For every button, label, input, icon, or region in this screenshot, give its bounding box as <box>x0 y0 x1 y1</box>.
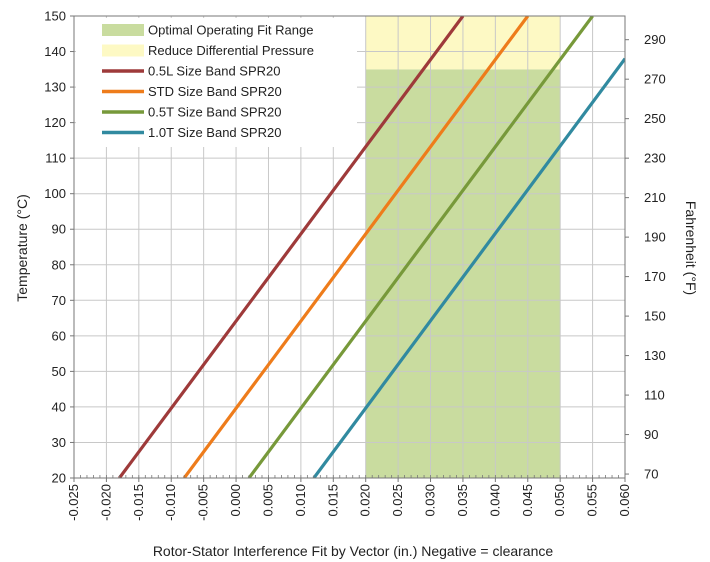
y-tick-label: 20 <box>52 471 66 486</box>
x-tick-label: -0.010 <box>163 484 178 521</box>
y2-tick-label: 70 <box>644 467 658 482</box>
legend: Optimal Operating Fit Range Reduce Differ… <box>76 18 357 147</box>
x-tick-label: 0.000 <box>228 484 243 517</box>
x-tick-label: -0.015 <box>131 484 146 521</box>
x-tick-label: -0.005 <box>196 484 211 521</box>
x-axis-title: Rotor-Stator Interference Fit by Vector … <box>153 543 554 559</box>
x-tick-label: 0.015 <box>325 484 340 517</box>
y-tick-label: 120 <box>44 115 66 130</box>
y-tick-label: 110 <box>45 151 66 166</box>
legend-label: 0.5L Size Band SPR20 <box>148 64 281 79</box>
y2-tick-label: 290 <box>644 32 666 47</box>
y-tick-label: 80 <box>52 257 66 272</box>
y2-tick-label: 110 <box>644 388 665 403</box>
plot-frame <box>73 15 626 479</box>
plot-border <box>73 15 626 479</box>
y-tick-label: 70 <box>52 293 66 308</box>
y-tick-label: 40 <box>52 399 66 414</box>
y2-tick-label: 250 <box>644 111 666 126</box>
x-tick-label: -0.020 <box>98 484 113 521</box>
legend-label: 1.0T Size Band SPR20 <box>148 125 281 140</box>
y-tick-label: 150 <box>44 9 66 24</box>
y2-tick-label: 90 <box>644 427 658 442</box>
x-tick-label: 0.060 <box>617 484 632 517</box>
x-tick-label: 0.035 <box>455 484 470 517</box>
x-tick-label: 0.030 <box>423 484 438 517</box>
legend-label: Reduce Differential Pressure <box>148 43 314 58</box>
y2-tick-label: 170 <box>644 269 666 284</box>
x-tick-label: -0.025 <box>66 484 81 521</box>
y-tick-label: 140 <box>44 44 66 59</box>
y-axis-title: Temperature (°C) <box>14 194 30 302</box>
legend-label: STD Size Band SPR20 <box>148 84 282 99</box>
x-tick-label: 0.020 <box>358 484 373 517</box>
legend-label: Optimal Operating Fit Range <box>148 23 313 38</box>
x-tick-label: 0.040 <box>487 484 502 517</box>
series-line-3 <box>312 57 625 478</box>
y-tick-label: 100 <box>44 186 66 201</box>
y2-tick-label: 270 <box>644 72 666 87</box>
y2-tick-label: 230 <box>644 151 666 166</box>
series-line-2 <box>247 16 594 478</box>
y2-tick-label: 210 <box>644 190 666 205</box>
series-line-0 <box>118 16 465 478</box>
x-tick-label: 0.045 <box>520 484 535 517</box>
y2-axis-title: Fahrenheit (°F) <box>683 201 699 295</box>
axis-ticks: -0.025 -0.020 -0.015 -0.010 -0.005 0.000 0.005… <box>44 9 665 521</box>
legend-swatch <box>102 24 144 36</box>
y-tick-label: 50 <box>52 364 66 379</box>
y-tick-label: 60 <box>52 328 66 343</box>
y-tick-label: 30 <box>52 435 66 450</box>
legend-label: 0.5T Size Band SPR20 <box>148 105 281 120</box>
x-tick-label: 0.005 <box>260 484 275 517</box>
x-tick-label: 0.025 <box>390 484 405 517</box>
x-tick-label: 0.050 <box>552 484 567 517</box>
y2-tick-label: 130 <box>644 348 666 363</box>
y2-tick-label: 190 <box>644 230 666 245</box>
series-lines <box>118 16 625 478</box>
y-tick-label: 130 <box>44 80 66 95</box>
legend-swatch <box>102 44 144 57</box>
x-tick-label: 0.010 <box>293 484 308 517</box>
y-tick-label: 90 <box>52 222 66 237</box>
x-tick-label: 0.055 <box>585 484 600 517</box>
legend-background <box>76 18 357 147</box>
y2-tick-label: 150 <box>644 309 666 324</box>
series-line-1 <box>182 16 530 478</box>
